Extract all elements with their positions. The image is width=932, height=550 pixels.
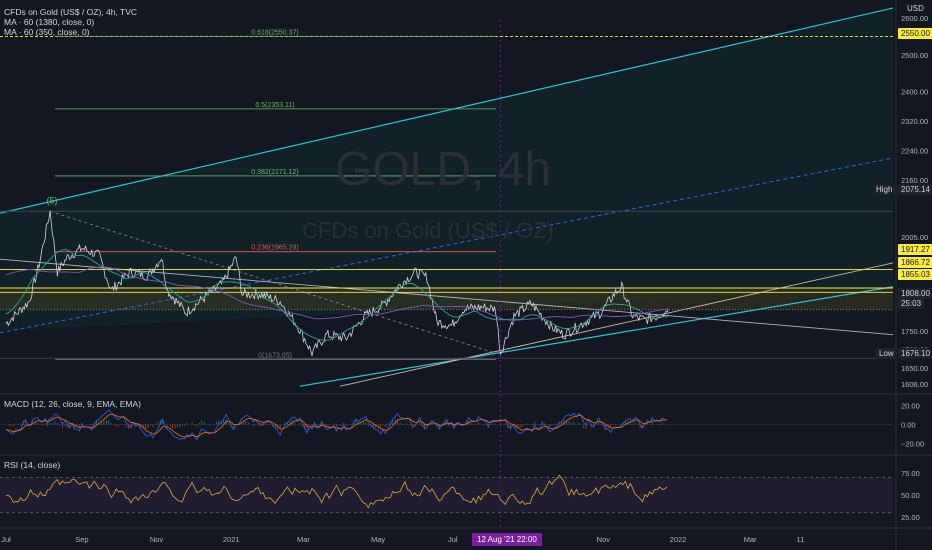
macd-tick-0: 20.00 [901, 402, 920, 411]
main-legend: CFDs on Gold (US$ / OZ), 4h, TVC MA · 60… [4, 7, 137, 37]
unit-label: USD [907, 4, 924, 13]
ascending-trendline [339, 262, 894, 387]
time-label-2: Nov [150, 535, 164, 544]
crosshair-time-tag: 12 Aug '21 22:00 [472, 533, 542, 546]
ma-1380-label[interactable]: MA · 60 (1380, close, 0) [4, 17, 95, 27]
price-tick-0: 2600.00 [901, 14, 928, 23]
time-label-4: Mar [297, 535, 310, 544]
ma-350-label[interactable]: MA · 60 (350, close, 0) [4, 27, 90, 37]
channel-lower-line [299, 286, 894, 387]
time-axis[interactable]: Jul Sep Nov 2021 Mar May Jul Nov 2022 Mar 11 [1, 535, 804, 544]
price-tick-1: 2500.00 [901, 51, 928, 60]
price-tick-4: 2240.00 [901, 147, 928, 156]
symbol-title[interactable]: CFDs on Gold (US$ / OZ), 4h, TVC [4, 7, 138, 17]
price-tick-8: 1750.00 [901, 327, 928, 336]
resistance-zone [0, 288, 893, 310]
fib-label-3: 0.236(1965.29) [251, 245, 298, 252]
rsi-line [5, 474, 668, 509]
rsi-band [0, 477, 893, 513]
price-tick-11: 1606.00 [901, 380, 928, 389]
level-1917-tag: 1917.27 [898, 244, 932, 255]
channel-upper-line [0, 7, 894, 214]
macd-signal-line [5, 413, 667, 438]
level-1866-tag: 1866.72 [898, 257, 932, 268]
fib-label-4: 0(1673.05) [258, 352, 292, 359]
high-label: High [873, 184, 896, 195]
high-value-tag: 2075.14 [898, 184, 932, 195]
price-tick-2: 2400.00 [901, 88, 928, 97]
time-label-7: Nov [597, 535, 611, 544]
level-2550-tag: 2550.00 [898, 28, 932, 39]
time-label-1: Sep [75, 535, 88, 544]
price-pane[interactable]: 0.618(2550.37) 0.5(2353.11) 0.382(2171.12)… [0, 7, 894, 528]
price-tick-10: 1650.00 [901, 364, 928, 373]
time-label-9: Mar [744, 535, 757, 544]
time-label-6: Jul [448, 535, 458, 544]
fib-label-2: 0.382(2171.12) [251, 169, 298, 176]
ma-fast-line [5, 249, 669, 341]
macd-line [5, 409, 668, 441]
rsi-legend[interactable]: RSI (14, close) [4, 460, 61, 470]
level-1855-tag: 1855.03 [898, 269, 932, 280]
countdown-tag: 25:03 [898, 298, 925, 309]
fib-label-1: 0.5(2353.11) [255, 102, 294, 109]
fib-label-0: 0.618(2550.37) [251, 29, 298, 36]
channel-fill [0, 8, 893, 331]
rsi-tick-2: 25.00 [901, 513, 920, 522]
macd-pane[interactable] [0, 409, 893, 441]
macd-tick-2: −20.00 [901, 440, 924, 449]
time-label-8: 2022 [670, 535, 687, 544]
price-tick-3: 2320.00 [901, 117, 928, 126]
macd-legend[interactable]: MACD (12, 26, close, 9, EMA, EMA) [4, 399, 141, 409]
rsi-pane[interactable] [0, 474, 893, 514]
macd-tick-1: 0.00 [901, 421, 916, 430]
time-label-3: 2021 [223, 535, 240, 544]
time-label-10: 11 [797, 535, 805, 544]
low-label: Low [876, 348, 897, 359]
price-tick-5: 2160.00 [901, 176, 928, 185]
price-tick-6: 2005.00 [901, 233, 928, 242]
rsi-tick-1: 50.00 [901, 491, 920, 500]
time-label-5: May [371, 535, 385, 544]
channel-mid-line [0, 157, 894, 334]
wave-5-label: (5) [47, 195, 58, 205]
low-value-tag: 1676.10 [898, 348, 932, 359]
rsi-tick-0: 75.00 [901, 469, 920, 478]
ma-slow-line [5, 266, 669, 321]
last-price-tag: 1808.00 [898, 288, 932, 299]
time-label-0: Jul [1, 535, 11, 544]
watermark-description: CFDs on Gold (US$ / OZ) [302, 218, 554, 243]
watermark-symbol: GOLD, 4h [335, 143, 552, 196]
price-line [5, 210, 669, 356]
